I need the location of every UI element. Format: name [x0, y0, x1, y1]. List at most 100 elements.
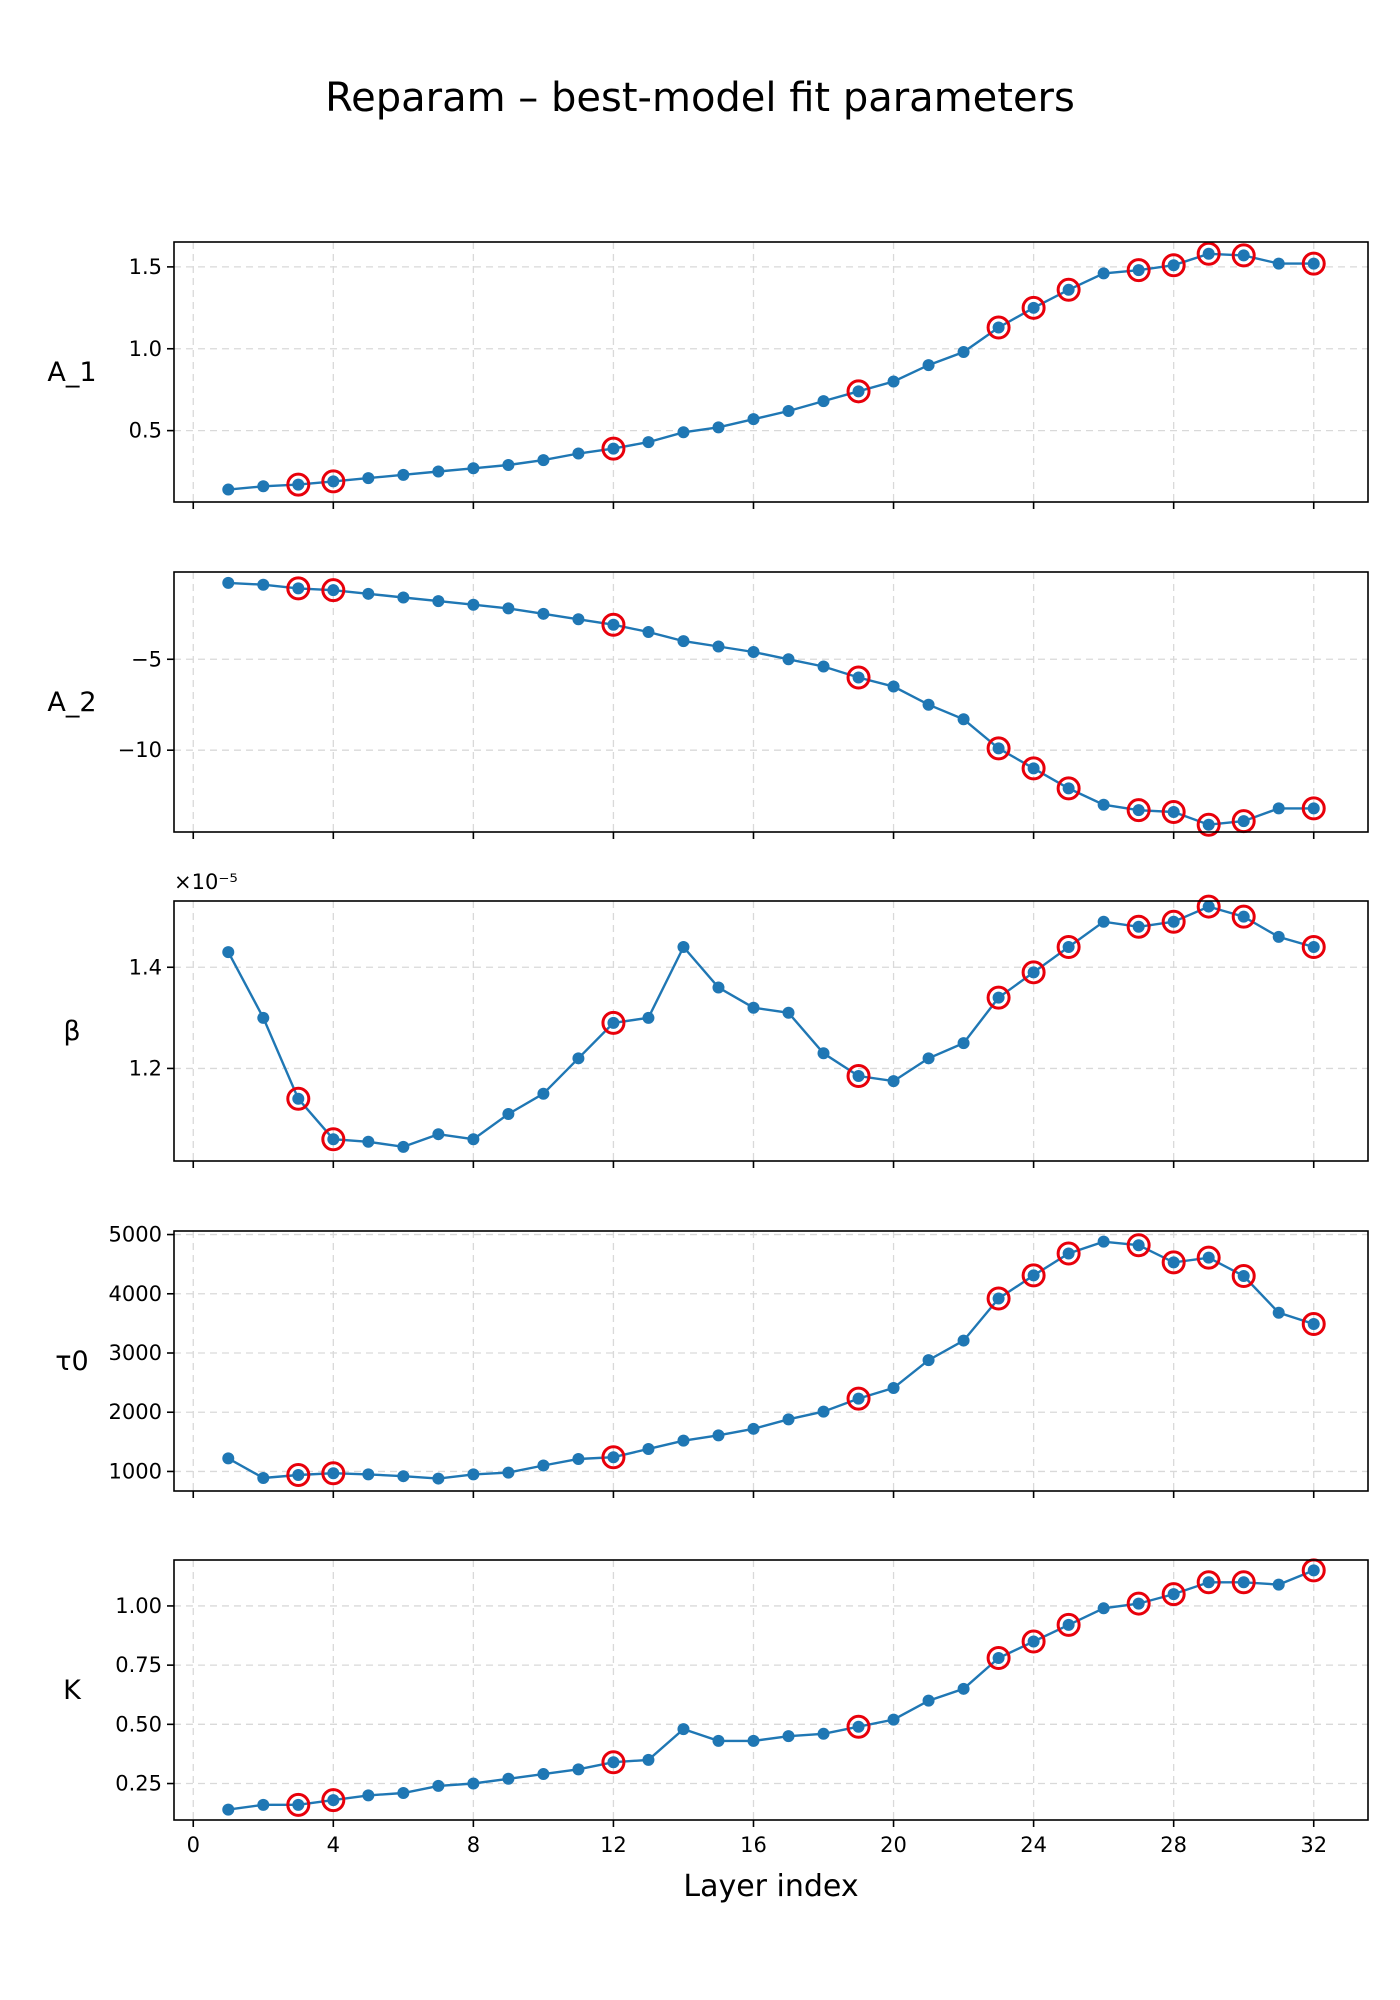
highlight-marker [986, 1646, 1011, 1671]
data-point [992, 1292, 1005, 1305]
data-point [1307, 941, 1320, 954]
highlight-marker [1056, 935, 1081, 960]
data-point [257, 1471, 270, 1484]
data-point [1272, 930, 1285, 943]
highlight-marker [1161, 909, 1186, 934]
data-point [712, 981, 725, 994]
data-point [1132, 1597, 1145, 1610]
highlight-marker [1301, 1311, 1326, 1336]
highlight-marker [1231, 904, 1256, 929]
subplot-2: −5 −10 A_2 [47, 571, 1369, 839]
data-point [992, 1652, 1005, 1665]
highlight-marker [601, 1010, 626, 1035]
data-point [1027, 301, 1040, 314]
data-point [1272, 802, 1285, 815]
data-point [467, 598, 480, 611]
highlight-marker [1196, 241, 1221, 266]
highlight-marker [1021, 295, 1046, 320]
data-point [957, 1037, 970, 1050]
data-point [677, 635, 690, 648]
data-point [817, 660, 830, 673]
data-point [887, 680, 900, 693]
data-point [502, 602, 515, 615]
x-axis-label: Layer index [683, 1869, 858, 1904]
series-line [227, 1240, 1315, 1480]
y-tick-label: 0.50 [115, 1712, 162, 1736]
highlight-marker [986, 736, 1011, 761]
data-point [1132, 264, 1145, 277]
highlight-marker [1126, 258, 1151, 283]
highlight-marker [1196, 1570, 1221, 1595]
highlight-marker [286, 576, 311, 601]
axes-frame [173, 1230, 1369, 1492]
data-point [327, 1794, 340, 1807]
data-point [432, 1128, 445, 1141]
highlight-marker [1056, 1612, 1081, 1637]
data-point [502, 1466, 515, 1479]
highlight-marker [1126, 1591, 1151, 1616]
y-tick-label: 1.4 [129, 955, 162, 979]
highlight-marker [1021, 960, 1046, 985]
highlight-marker [321, 469, 346, 494]
data-point [467, 1777, 480, 1790]
highlight-marker [601, 1750, 626, 1775]
highlight-marker [1161, 1582, 1186, 1607]
data-point [1202, 1576, 1215, 1589]
data-point [922, 359, 935, 372]
data-point [747, 646, 760, 658]
highlight-marker [1126, 798, 1151, 823]
data-point [817, 1047, 830, 1060]
y-tick-label: 1.00 [115, 1594, 162, 1618]
data-point [782, 1730, 795, 1743]
data-point [642, 1011, 655, 1024]
data-point [1202, 900, 1215, 913]
data-point [257, 1798, 270, 1811]
y-offset-label: ×10⁻⁵ [174, 870, 238, 894]
highlight-marker [601, 612, 626, 637]
data-point [1027, 762, 1040, 775]
data-point [607, 1756, 620, 1769]
data-point [712, 640, 725, 653]
data-point [957, 346, 970, 359]
highlight-marker [1056, 277, 1081, 302]
data-point [257, 578, 270, 591]
data-point [887, 1713, 900, 1726]
data-point [222, 1452, 235, 1465]
data-point [642, 1753, 655, 1766]
data-point [677, 426, 690, 439]
data-point [852, 671, 865, 684]
data-point [292, 582, 305, 595]
subplot-4: 1000 2000 3000 4000 5000 τ0 [55, 1223, 1369, 1498]
y-tick-label: −5 [131, 647, 162, 671]
data-point [257, 480, 270, 493]
data-point [1097, 915, 1110, 928]
data-point [292, 1469, 305, 1482]
data-point [327, 584, 340, 597]
highlight-marker [1196, 812, 1221, 837]
y-axis-label: K [63, 1675, 82, 1706]
data-point [922, 1354, 935, 1367]
data-point [1167, 915, 1180, 928]
highlight-marker [1161, 1250, 1186, 1275]
highlight-marker [846, 1064, 871, 1089]
highlight-marker [1126, 1233, 1151, 1258]
highlight-marker [1196, 1245, 1221, 1270]
data-point [852, 1070, 865, 1083]
highlight-marker [1231, 243, 1256, 268]
data-point [1097, 1602, 1110, 1615]
y-tick-label: 1.0 [129, 337, 162, 361]
data-point [222, 483, 235, 496]
data-point [712, 421, 725, 434]
chart-title: Reparam – best-model fit parameters [325, 75, 1075, 121]
data-point [782, 1006, 795, 1019]
highlight-marker [601, 436, 626, 461]
data-point [957, 1682, 970, 1695]
highlight-marker [1126, 914, 1151, 939]
data-point [852, 385, 865, 398]
data-point [537, 607, 550, 620]
highlight-marker [846, 379, 871, 404]
y-tick-label: 5000 [109, 1223, 162, 1247]
highlight-marker [1231, 1264, 1256, 1289]
x-tick-label: 24 [1020, 1833, 1047, 1857]
data-point [1272, 1306, 1285, 1319]
